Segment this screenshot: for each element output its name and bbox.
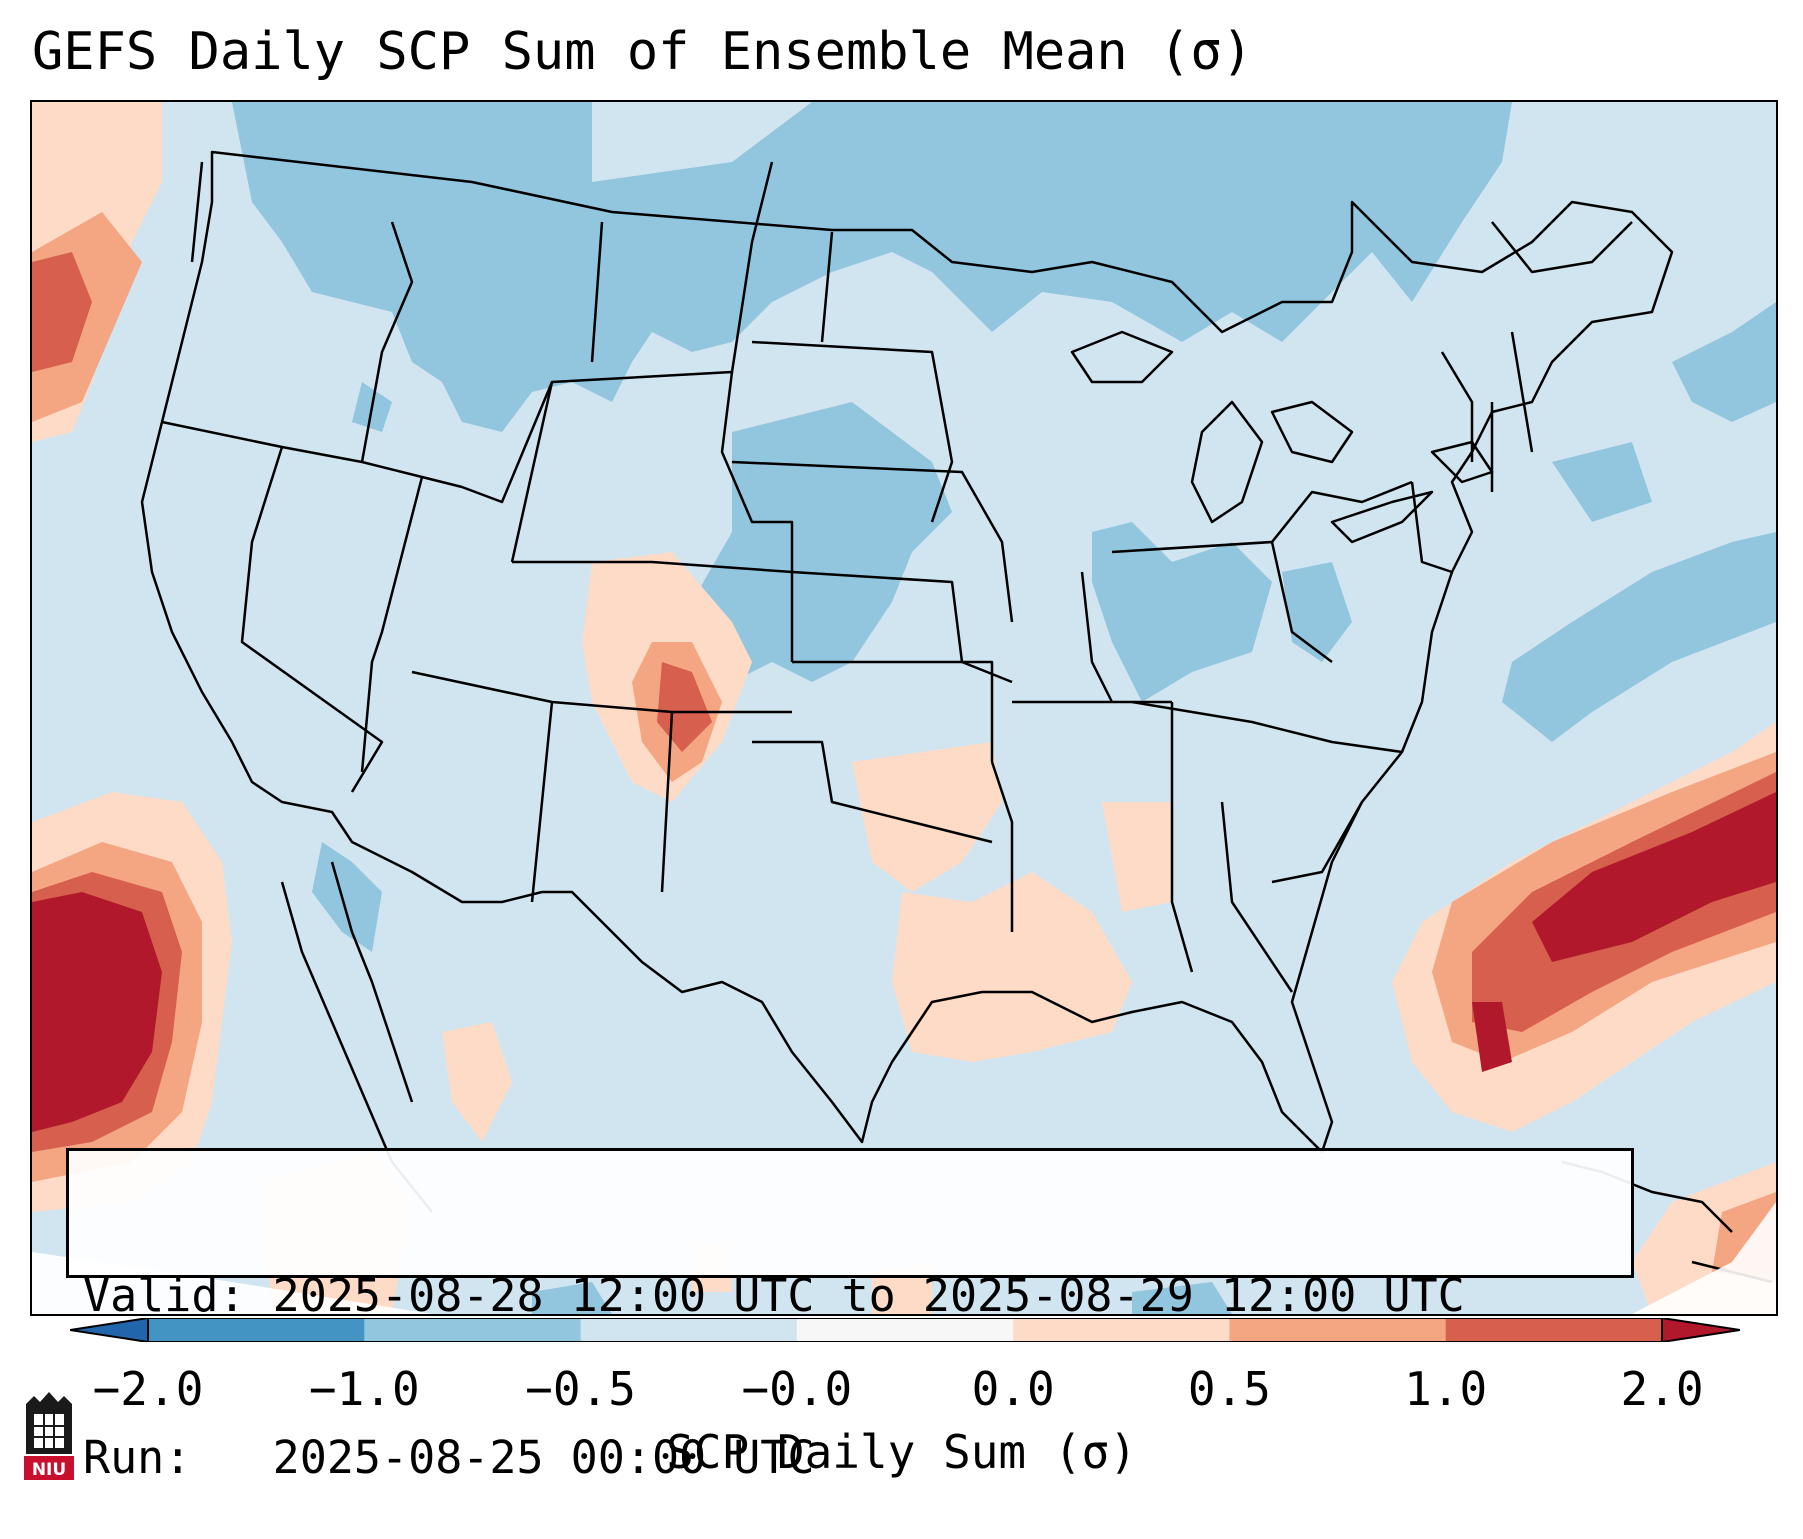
colorbar-tick-label: 0.0 [971,1362,1055,1416]
colorbar-tick-label: 0.5 [1187,1362,1271,1416]
colorbar-bin [1229,1318,1447,1342]
niu-logo-text: NIU [32,1460,66,1480]
colorbar-bin [1013,1318,1230,1342]
colorbar-bin [1445,1318,1663,1342]
projection-mask-right [1632,1202,1776,1314]
colorbar-tick-labels: −2.0 −1.0 −0.5 −0.0 0.0 0.5 1.0 2.0 [0,1362,1803,1422]
colorbar-bin [148,1318,365,1342]
colorbar-bin [580,1318,798,1342]
run-time-line: Run: 2025-08-25 00:00 UTC [83,1431,815,1484]
colorbar-extend-low [70,1318,148,1342]
colorbar-tick-label: −2.0 [92,1362,204,1416]
colorbar-tick-label: −1.0 [308,1362,420,1416]
negative-anomaly-regions [232,102,1776,1314]
colorbar-bin [796,1318,1014,1342]
colorbar-bin [364,1318,582,1342]
colorbar-outline-high [1661,1318,1740,1342]
colorbar-tick-label: 1.0 [1404,1362,1488,1416]
valid-time-line: Valid: 2025-08-28 12:00 UTC to 2025-08-2… [83,1269,1465,1322]
validity-info-box: Valid: 2025-08-28 12:00 UTC to 2025-08-2… [66,1148,1634,1484]
map-canvas [32,102,1776,1314]
colorbar-tick-label: 2.0 [1620,1362,1704,1416]
extreme-positive-regions [32,792,1776,1132]
colorbar [70,1318,1740,1342]
colorbar-extend-high [1662,1318,1740,1342]
chart-title: GEFS Daily SCP Sum of Ensemble Mean (σ) [32,22,1253,82]
map-panel [30,100,1778,1316]
colorbar-label: SCP Daily Sum (σ) [666,1425,1137,1479]
colorbar-bins [148,1318,1663,1342]
niu-logo: NIU [24,1392,74,1480]
colorbar-outline-low [70,1318,149,1342]
colorbar-tick-label: −0.0 [741,1362,853,1416]
colorbar-tick-label: −0.5 [525,1362,636,1416]
